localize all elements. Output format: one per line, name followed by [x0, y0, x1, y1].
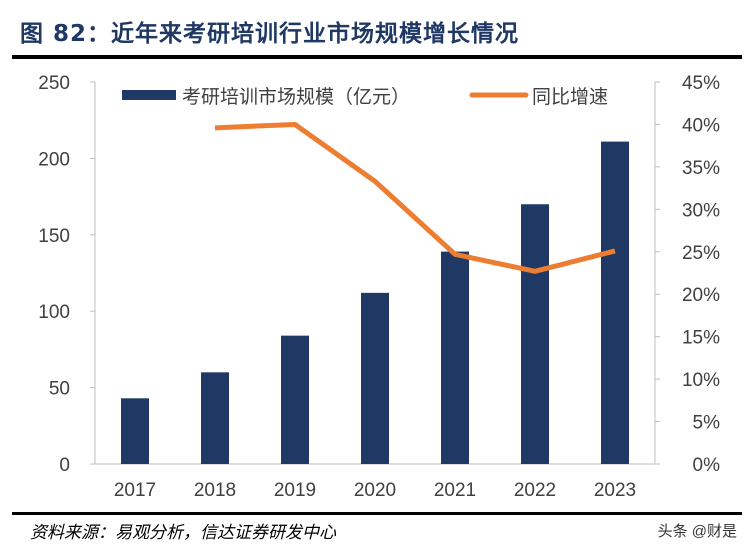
chart: 0 50 100 150 200 250 0% 5% 10% 15% 20% 25% 30% 35% 40%…	[38, 73, 721, 501]
x-tick-label: 2019	[274, 480, 316, 501]
right-tick-label: 5%	[693, 413, 721, 434]
x-tick-label: 2022	[514, 480, 556, 501]
bar	[201, 372, 229, 464]
right-tick-label: 45%	[682, 73, 720, 94]
left-tick-label: 200	[38, 149, 70, 170]
right-tick-label: 35%	[682, 158, 720, 179]
left-tick-label: 100	[38, 302, 70, 323]
right-tick-label: 30%	[682, 200, 720, 221]
left-tick-label: 0	[59, 455, 70, 476]
bottom-rule	[12, 512, 742, 515]
top-rule	[12, 55, 742, 59]
left-tick-label: 50	[49, 379, 70, 400]
legend-bar-swatch	[122, 90, 176, 100]
x-tick-label: 2020	[354, 480, 396, 501]
left-tick-label: 150	[38, 226, 70, 247]
x-tick-label: 2018	[194, 480, 236, 501]
bar	[521, 204, 549, 465]
legend-bar-label: 考研培训市场规模（亿元）	[182, 86, 410, 108]
x-tick-label: 2021	[434, 480, 476, 501]
bar	[601, 141, 629, 465]
growth-line	[214, 121, 616, 274]
x-tick-label: 2017	[114, 480, 156, 501]
bar	[361, 292, 389, 464]
watermark: 头条 @财是	[657, 523, 737, 540]
right-tick-label: 20%	[682, 285, 720, 306]
x-tick-label: 2023	[594, 480, 636, 501]
right-tick-label: 15%	[682, 328, 720, 349]
right-tick-label: 25%	[682, 243, 720, 264]
legend-line-label: 同比增速	[532, 86, 608, 108]
left-tick-label: 250	[38, 73, 70, 94]
right-tick-label: 10%	[682, 370, 720, 391]
right-tick-label: 40%	[682, 115, 720, 136]
source-note: 资料来源：易观分析，信达证券研发中心	[30, 523, 336, 543]
bar	[121, 398, 149, 464]
right-tick-label: 0%	[693, 455, 721, 476]
chart-title: 图 82：近年来考研培训行业市场规模增长情况	[20, 21, 520, 47]
bar	[441, 251, 469, 464]
bar	[281, 335, 309, 464]
